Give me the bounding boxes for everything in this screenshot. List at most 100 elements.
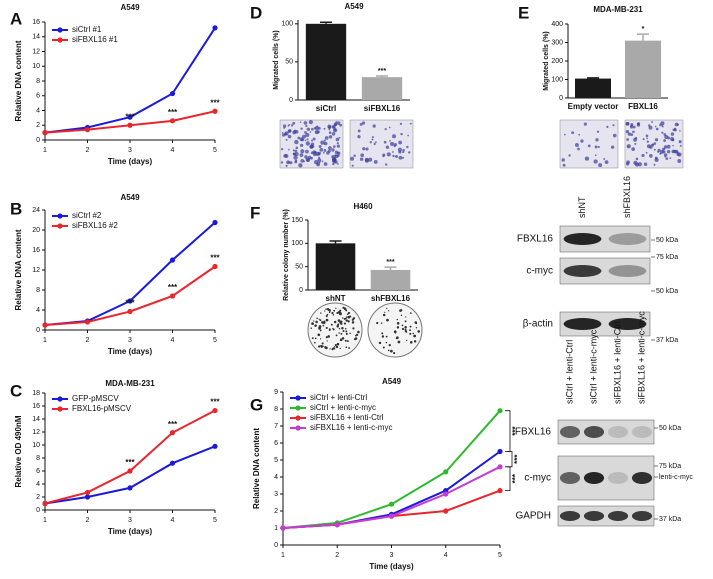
cell: [409, 122, 412, 125]
y-tick-label: 16: [32, 247, 40, 254]
cell: [654, 125, 657, 128]
x-tick-label: 1: [281, 552, 285, 559]
y-tick-label: 100: [281, 21, 293, 28]
row-label: GAPDH: [515, 511, 551, 522]
cell: [626, 145, 629, 148]
y-tick-label: 8: [36, 455, 40, 462]
colony: [393, 352, 396, 355]
colony: [335, 307, 337, 309]
colony: [385, 341, 388, 344]
data-point: [212, 219, 218, 226]
significance-label: ***: [125, 299, 135, 308]
cell: [598, 163, 603, 168]
cell: [641, 153, 645, 158]
colony: [390, 349, 393, 353]
y-tick-label: 2: [274, 508, 278, 515]
legend-marker: [295, 425, 301, 431]
legend-marker: [57, 27, 63, 33]
cell: [625, 162, 630, 166]
band: [563, 318, 602, 330]
cell: [303, 121, 308, 125]
band: [631, 511, 653, 521]
significance-label: ***: [125, 458, 135, 467]
cell: [564, 133, 566, 136]
cell: [362, 147, 366, 151]
cell: [280, 161, 284, 164]
size-marker: 37 kDa: [656, 337, 678, 344]
cell: [304, 155, 308, 159]
legend-marker: [295, 395, 301, 401]
colony: [337, 323, 340, 326]
legend-marker: [57, 213, 63, 219]
colony: [417, 330, 420, 333]
cell: [353, 154, 356, 158]
y-tick-label: 5: [274, 457, 278, 464]
cell: [561, 158, 565, 162]
cell: [310, 139, 314, 142]
legend-marker: [57, 223, 63, 229]
cell: [678, 140, 682, 144]
x-tick-label: 5: [213, 147, 217, 154]
bar: [315, 243, 356, 290]
colony: [347, 320, 350, 323]
bar: [625, 40, 661, 98]
cell: [665, 157, 669, 160]
data-point: [497, 448, 503, 455]
cell: [587, 144, 591, 148]
data-point: [169, 460, 176, 466]
y-tick-label: 0: [299, 287, 303, 294]
colony: [340, 322, 343, 325]
significance-label: ***: [210, 398, 220, 407]
cell: [392, 154, 395, 158]
significance-label: ***: [168, 283, 178, 292]
size-marker: 50 kDa: [656, 288, 678, 295]
cell: [317, 158, 322, 163]
chart-title: A549: [120, 3, 140, 12]
cell: [306, 127, 311, 132]
cell: [292, 152, 296, 156]
x-tick-label: Empty vector: [568, 102, 619, 111]
legend-label: siFBXL16 + lenti-c-myc: [310, 423, 392, 432]
cell: [596, 130, 600, 133]
cell: [679, 144, 682, 147]
data-point: [212, 25, 218, 31]
cell: [292, 121, 296, 125]
y-tick-label: 4: [36, 481, 40, 488]
cell: [593, 159, 598, 164]
legend-label: siFBXL16 #1: [72, 35, 118, 44]
cell: [606, 125, 609, 129]
colony: [325, 315, 328, 318]
cell: [337, 151, 341, 155]
row-label: c-myc: [526, 266, 553, 277]
cell: [305, 141, 310, 146]
panel-label: B: [10, 199, 22, 218]
colony: [339, 338, 343, 341]
cell: [382, 155, 385, 158]
significance-label: ***: [378, 68, 386, 75]
cell: [625, 130, 630, 134]
y-tick-label: 12: [32, 48, 40, 55]
colony: [342, 306, 345, 309]
data-point: [127, 308, 133, 315]
colony: [310, 327, 312, 329]
cell: [350, 156, 355, 161]
x-tick-label: 5: [498, 552, 502, 559]
band: [631, 426, 653, 438]
cell: [300, 127, 303, 130]
cell: [307, 155, 312, 160]
colony: [319, 329, 322, 332]
error-bar: [320, 21, 332, 24]
y-tick-label: 12: [32, 267, 40, 274]
y-tick-label: 20: [32, 227, 40, 234]
cell: [562, 163, 566, 167]
cell: [328, 131, 332, 134]
legend-label: siCtrl + lenti-c-myc: [310, 403, 376, 412]
colony: [409, 325, 412, 328]
cell: [286, 160, 291, 165]
cell: [368, 157, 373, 162]
cell: [597, 145, 600, 149]
x-tick-label: 1: [43, 147, 47, 154]
cell: [309, 145, 314, 149]
cell: [648, 124, 651, 127]
cell: [634, 142, 637, 145]
